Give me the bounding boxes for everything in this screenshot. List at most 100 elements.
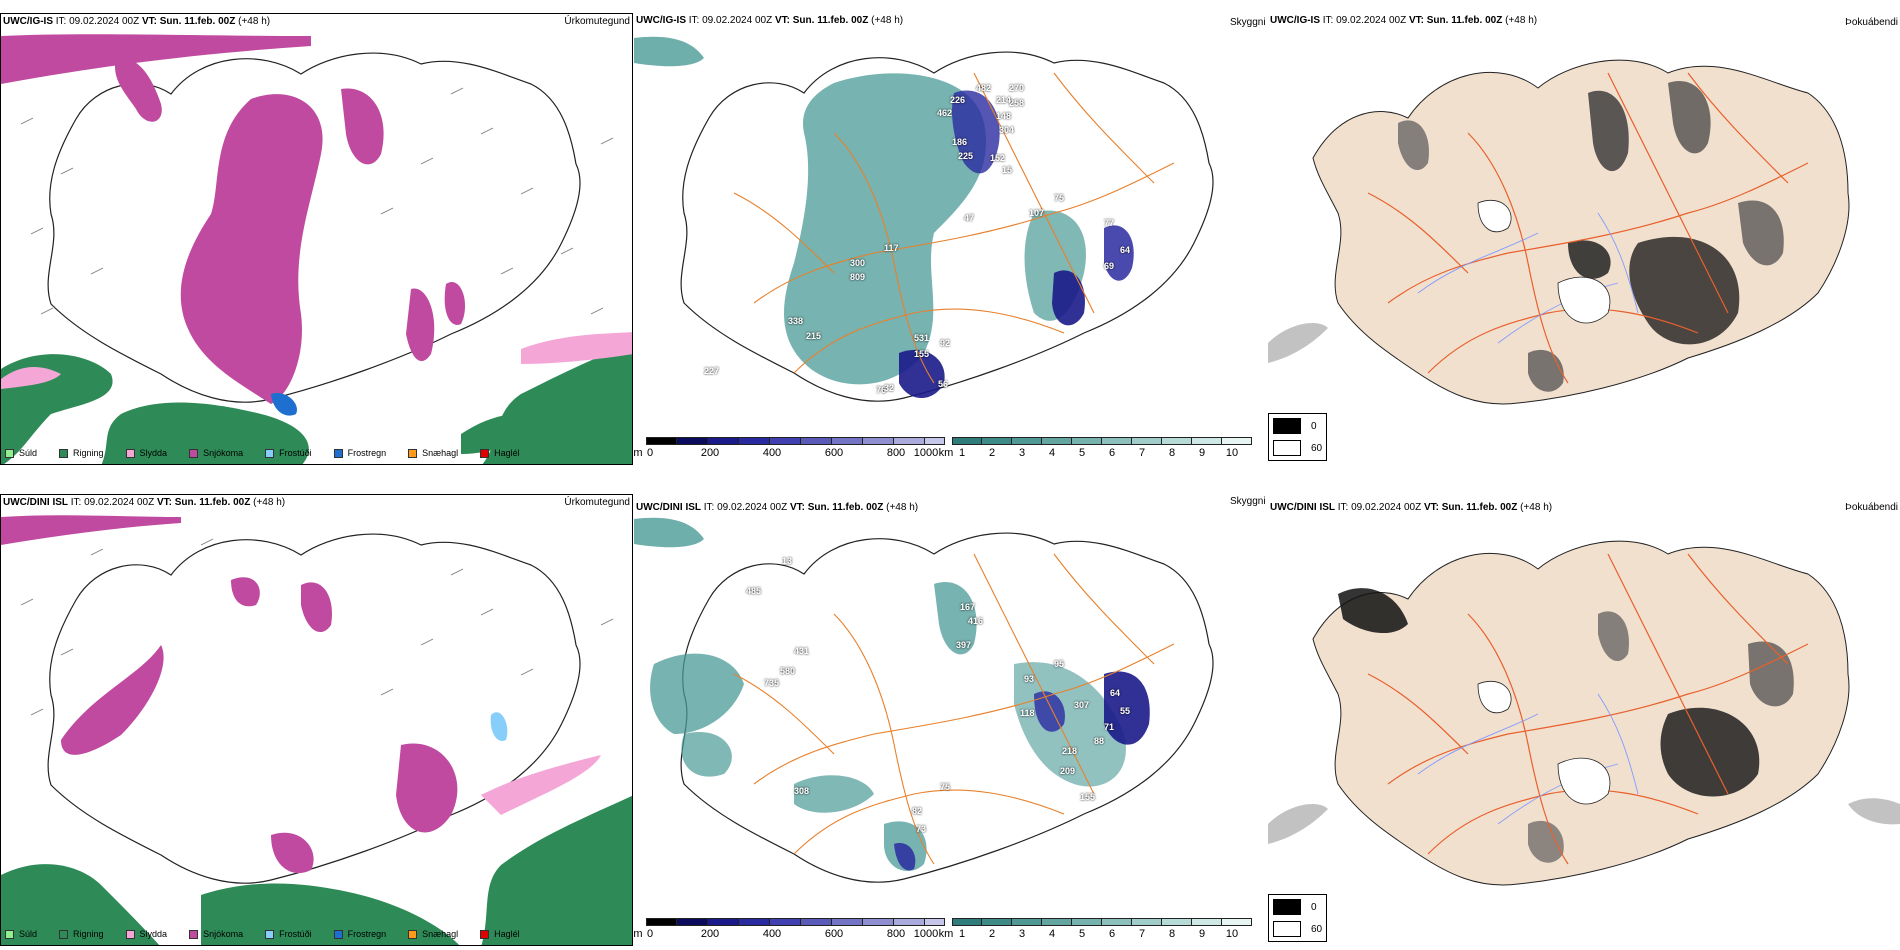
vis-value-label: 809	[850, 272, 866, 282]
vis-value-label: 209	[1060, 766, 1076, 776]
visibility-title-2: Skyggni	[1230, 496, 1266, 507]
vis-value-label: 215	[806, 331, 822, 341]
vis-value-label: 462	[937, 108, 953, 118]
fog-legend-2: 0 60	[1268, 894, 1328, 942]
fog-legend-1: 0 60	[1268, 413, 1328, 461]
legend-label: Frostúði	[279, 929, 312, 939]
legend-swatch	[59, 448, 69, 458]
legend-item-frostregn: Frostregn	[333, 448, 386, 458]
precip-header-2: UWC/DINI ISL IT: 09.02.2024 00Z VT: Sun.…	[3, 497, 285, 509]
vis-value-label: 15	[1002, 165, 1013, 175]
legend-label: Snjókoma	[203, 929, 244, 939]
legend-item-slydda: Slydda	[125, 448, 168, 458]
legend-item-haglel: Haglél	[480, 929, 520, 939]
vis-value-label: 95	[1054, 659, 1065, 669]
legend-item-haglel: Haglél	[480, 448, 520, 458]
tick: 4	[1048, 928, 1056, 940]
legend-item-rigning: Rigning	[59, 448, 104, 458]
lead-time: (+48 h)	[886, 502, 919, 513]
vis-value-label: 75	[940, 782, 951, 792]
legend-label: Slydda	[139, 448, 168, 458]
vis-ticks-m-2: m 0 200 400 600 800 1000	[634, 928, 944, 942]
vis-value-label: 47	[964, 213, 975, 223]
vis-value-label: 118	[1020, 708, 1035, 718]
vis-value-label: 227	[704, 366, 720, 376]
legend-swatch	[1273, 921, 1301, 937]
lead-time: (+48 h)	[1520, 502, 1553, 513]
tick: 4	[1048, 447, 1056, 459]
tick: 0	[646, 447, 654, 459]
vt-label: VT:	[1408, 15, 1424, 26]
legend-swatch	[1273, 899, 1301, 915]
vis-colorbar-km-1	[952, 437, 1252, 445]
tick: 2	[988, 928, 996, 940]
vis-value-label: 117	[884, 243, 899, 253]
legend-swatch	[480, 929, 490, 939]
vis-value-label: 92	[940, 338, 951, 348]
legend-label: Frostregn	[347, 929, 387, 939]
tick: 1000	[913, 447, 939, 459]
valid-time: Sun. 11.feb. 00Z	[792, 15, 869, 26]
tick: 7	[1138, 928, 1146, 940]
legend-label: Súld	[19, 448, 38, 458]
precip-title-2: Úrkomutegund	[564, 497, 630, 508]
legend-label: Haglél	[494, 929, 520, 939]
vis-ticks-m-1: m 0 200 400 600 800 1000	[634, 447, 944, 461]
tick: 400	[762, 447, 782, 459]
fog-legend-item-60: 60	[1273, 919, 1322, 939]
vis-value-label: 225	[958, 151, 974, 161]
tick: 800	[886, 928, 906, 940]
vis-colorbar-m-2	[646, 918, 945, 926]
legend-item-slydda: Slydda	[125, 929, 167, 939]
vis-value-label: 167	[960, 602, 976, 612]
vis-value-label: 397	[956, 640, 972, 650]
tick: 200	[700, 928, 720, 940]
model-name: UWC/IG-IS	[3, 16, 53, 27]
vis-value-label: 32	[884, 383, 895, 393]
model-name: UWC/IG-IS	[636, 15, 686, 26]
tick: 0	[646, 928, 654, 940]
model-name: UWC/IG-IS	[1270, 15, 1320, 26]
vis-ticks-km-1: km 1 2 3 4 5 6 7 8 9 10	[938, 447, 1270, 461]
legend-item-frostudi: Frostúði	[265, 929, 312, 939]
legend-item-sudl: Súld	[5, 929, 37, 939]
tick-unit: m	[634, 447, 643, 459]
vis-colorbar-m-1	[646, 437, 945, 445]
legend-item-sudl: Súld	[5, 448, 37, 458]
tick: 10	[1225, 928, 1239, 940]
legend-swatch	[125, 929, 135, 939]
vis-value-label: 482	[976, 83, 992, 93]
init-time: IT: 09.02.2024 00Z	[70, 497, 155, 508]
init-time: IT: 09.02.2024 00Z	[703, 502, 788, 513]
vis-value-label: 300	[850, 258, 866, 268]
tick: 800	[886, 447, 906, 459]
model-name: UWC/DINI ISL	[636, 502, 701, 513]
legend-item-snjokoma: Snjókoma	[189, 448, 243, 458]
vis-value-label: 416	[968, 616, 984, 626]
vis-value-label: 69	[1104, 261, 1115, 271]
vis-value-label: 226	[950, 95, 966, 105]
fog-header-2: UWC/DINI ISL IT: 09.02.2024 00Z VT: Sun.…	[1270, 502, 1552, 514]
vis-value-label: 77	[1104, 218, 1115, 228]
tick: 7	[1138, 447, 1146, 459]
vis-value-label: 152	[990, 153, 1006, 163]
tick-unit: km	[938, 447, 954, 459]
legend-item-snaehagl: Snæhagl	[408, 448, 458, 458]
legend-label: Haglél	[494, 448, 520, 458]
vis-value-label: 73	[916, 824, 927, 834]
valid-time: Sun. 11.feb. 00Z	[1441, 502, 1518, 513]
init-time: IT: 09.02.2024 00Z	[688, 15, 773, 26]
legend-swatch	[59, 929, 69, 939]
vis-value-label: 82	[912, 806, 923, 816]
vis-value-label: 64	[1120, 245, 1131, 255]
precip-map-panel-1: UWC/IG-IS IT: 09.02.2024 00Z VT: Sun. 11…	[0, 13, 633, 465]
model-name: UWC/DINI ISL	[3, 497, 68, 508]
tick-unit: m	[634, 928, 643, 940]
tick: 1000	[913, 928, 939, 940]
tick-unit: km	[938, 928, 954, 940]
vis-value-label: 88	[1094, 736, 1105, 746]
tick: 8	[1168, 928, 1176, 940]
vt-label: VT:	[1423, 502, 1439, 513]
vis-value-label: 485	[746, 586, 762, 596]
legend-swatch	[333, 448, 343, 458]
